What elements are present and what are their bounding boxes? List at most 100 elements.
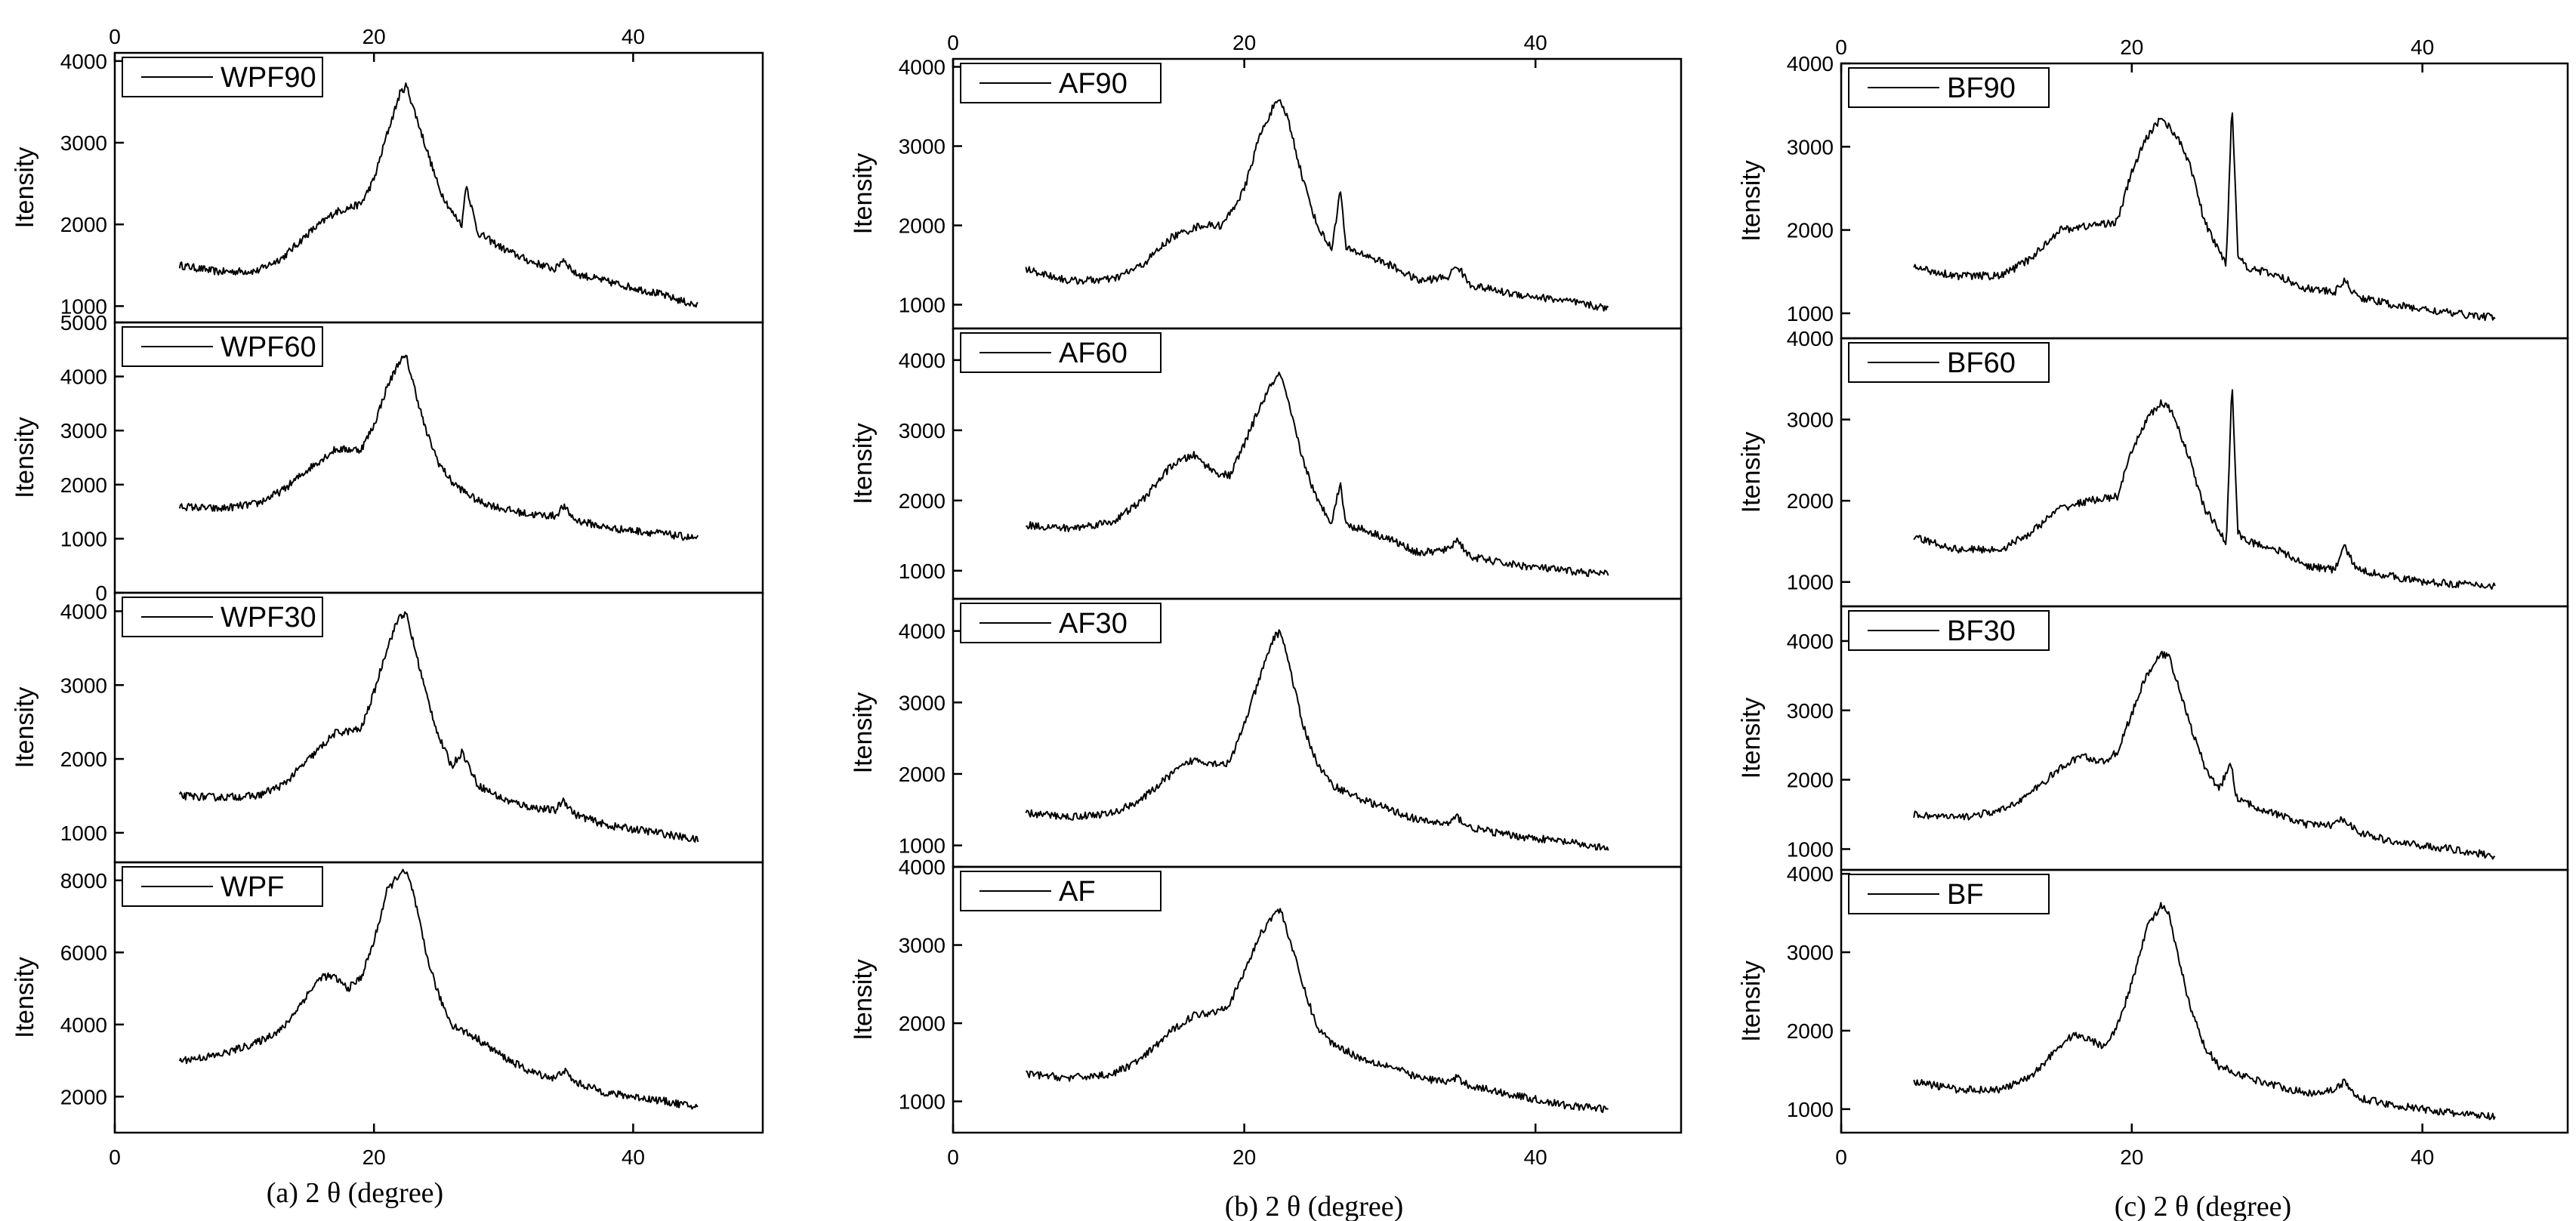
y-tick-label: 2000	[60, 1085, 107, 1108]
data-series-AF60	[1026, 372, 1609, 578]
y-tick-label: 2000	[1787, 1019, 1834, 1043]
y-tick-label: 4000	[60, 1013, 107, 1037]
legend-label: AF90	[1059, 68, 1128, 100]
y-axis-title: Itensity	[849, 153, 878, 235]
y-tick-label: 3000	[1787, 699, 1834, 723]
panel-caption: (b) 2 θ (degree)	[1225, 1191, 1404, 1221]
x-bottom-tick-label: 40	[622, 1145, 645, 1169]
plot-frame	[1840, 868, 2569, 1134]
subplot-WPF: 2000 4000 6000 8000 Itensity WPF 0 20 40	[11, 861, 764, 1169]
y-tick-label: 1000	[899, 560, 946, 583]
y-tick-label: 2000	[899, 489, 946, 513]
y-tick-label: 0	[95, 581, 107, 605]
y-axis-title: Itensity	[849, 959, 878, 1041]
y-axis-title: Itensity	[11, 687, 39, 769]
y-tick-label: 1000	[899, 294, 946, 317]
y-tick-label: 3000	[60, 419, 107, 442]
y-tick-label: 1000	[60, 822, 107, 845]
subplot-BF60: 1000 2000 3000 4000 Itensity BF60	[1737, 327, 2569, 608]
y-axis-title: Itensity	[1737, 960, 1766, 1042]
x-bottom-tick-label: 0	[109, 1145, 121, 1169]
subplot-WPF60: 0 1000 2000 3000 4000 5000 Itensity WPF60	[11, 311, 764, 605]
y-tick-label: 4000	[1787, 327, 1834, 350]
y-tick-label: 2000	[60, 213, 107, 236]
y-tick-label: 3000	[899, 691, 946, 714]
y-tick-label: 8000	[60, 869, 107, 893]
plot-frame	[952, 865, 1683, 1134]
panel-caption: (c) 2 θ (degree)	[2115, 1191, 2291, 1221]
x-bottom-tick-label: 20	[362, 1145, 386, 1169]
legend-label: BF60	[1947, 347, 2016, 379]
y-axis-title: Itensity	[849, 423, 878, 504]
y-tick-label: 3000	[899, 419, 946, 442]
data-series-BF	[1913, 902, 2496, 1121]
subplot-AF60: 1000 2000 3000 4000 Itensity AF60	[849, 327, 1683, 600]
legend-label: BF	[1947, 879, 1984, 911]
x-top-tick-label: 20	[362, 25, 386, 48]
data-series-AF	[1026, 908, 1609, 1113]
y-tick-label: 5000	[60, 311, 107, 335]
y-tick-label: 4000	[899, 349, 946, 372]
data-series-WPF90	[178, 82, 699, 308]
data-series-WPF	[178, 868, 699, 1110]
data-series-BF90	[1913, 112, 2496, 322]
y-tick-label: 4000	[60, 50, 107, 73]
legend-label: WPF90	[221, 62, 316, 94]
x-top-tick-label: 20	[1232, 31, 1256, 54]
y-tick-label: 3000	[1787, 135, 1834, 159]
legend-box	[960, 332, 1162, 373]
x-bottom-tick-label: 20	[1232, 1145, 1256, 1169]
legend-label: AF30	[1059, 608, 1128, 640]
data-series-BF60	[1913, 389, 2496, 590]
y-tick-label: 2000	[60, 748, 107, 771]
y-axis-title: Itensity	[1737, 160, 1766, 242]
y-tick-label: 1000	[60, 527, 107, 550]
y-tick-label: 4000	[899, 620, 946, 643]
y-tick-label: 2000	[1787, 489, 1834, 513]
legend-label: BF90	[1947, 72, 2016, 104]
y-tick-label: 4000	[60, 600, 107, 623]
y-tick-label: 3000	[1787, 409, 1834, 432]
legend-label: AF60	[1059, 338, 1128, 369]
data-series-WPF30	[178, 611, 699, 843]
legend-label: AF	[1059, 876, 1096, 908]
y-tick-label: 1000	[60, 294, 107, 318]
y-tick-label: 1000	[1787, 837, 1834, 861]
y-tick-label: 4000	[1787, 52, 1834, 76]
y-tick-label: 4000	[899, 856, 946, 879]
x-top-tick-label: 0	[1835, 35, 1847, 59]
legend-box	[1848, 610, 2050, 651]
subplot-WPF30: 1000 2000 3000 4000 Itensity WPF30	[11, 591, 764, 864]
subplot-BF30: 1000 2000 3000 4000 Itensity BF30	[1737, 605, 2569, 871]
subplot-WPF90: 1000 2000 3000 4000 Itensity WPF90 0 20 40	[11, 25, 764, 324]
legend-label: BF30	[1947, 615, 2016, 647]
y-tick-label: 4000	[899, 56, 946, 79]
y-tick-label: 1000	[899, 834, 946, 858]
x-bottom-tick-label: 0	[947, 1145, 959, 1169]
y-tick-label: 3000	[899, 934, 946, 957]
x-top-tick-label: 40	[1524, 31, 1547, 54]
legend-label: WPF30	[221, 602, 316, 634]
x-top-tick-label: 40	[2411, 35, 2434, 59]
subplot-AF: 1000 2000 3000 4000 Itensity AF 0 20 40	[849, 856, 1683, 1169]
y-axis-title: Itensity	[849, 692, 878, 774]
data-series-WPF60	[178, 354, 699, 541]
subplot-AF30: 1000 2000 3000 4000 Itensity AF30	[849, 597, 1683, 868]
x-bottom-tick-label: 0	[1835, 1145, 1847, 1169]
x-top-tick-label: 0	[947, 31, 959, 54]
y-tick-label: 1000	[899, 1090, 946, 1114]
y-tick-label: 2000	[1787, 769, 1834, 792]
y-tick-label: 1000	[1787, 571, 1834, 594]
y-axis-title: Itensity	[11, 957, 39, 1038]
panel-caption: (a) 2 θ (degree)	[267, 1177, 443, 1209]
data-series-AF90	[1025, 99, 1609, 312]
subplot-AF90: 1000 2000 3000 4000 Itensity AF90 0 20 40	[849, 31, 1683, 330]
data-series-BF30	[1913, 650, 2495, 860]
subplot-BF: 1000 2000 3000 4000 Itensity BF 0 20 40	[1737, 862, 2569, 1169]
y-tick-label: 4000	[1787, 630, 1834, 653]
legend-label: WPF60	[221, 331, 316, 363]
y-tick-label: 2000	[899, 1012, 946, 1035]
y-tick-label: 2000	[60, 473, 107, 497]
